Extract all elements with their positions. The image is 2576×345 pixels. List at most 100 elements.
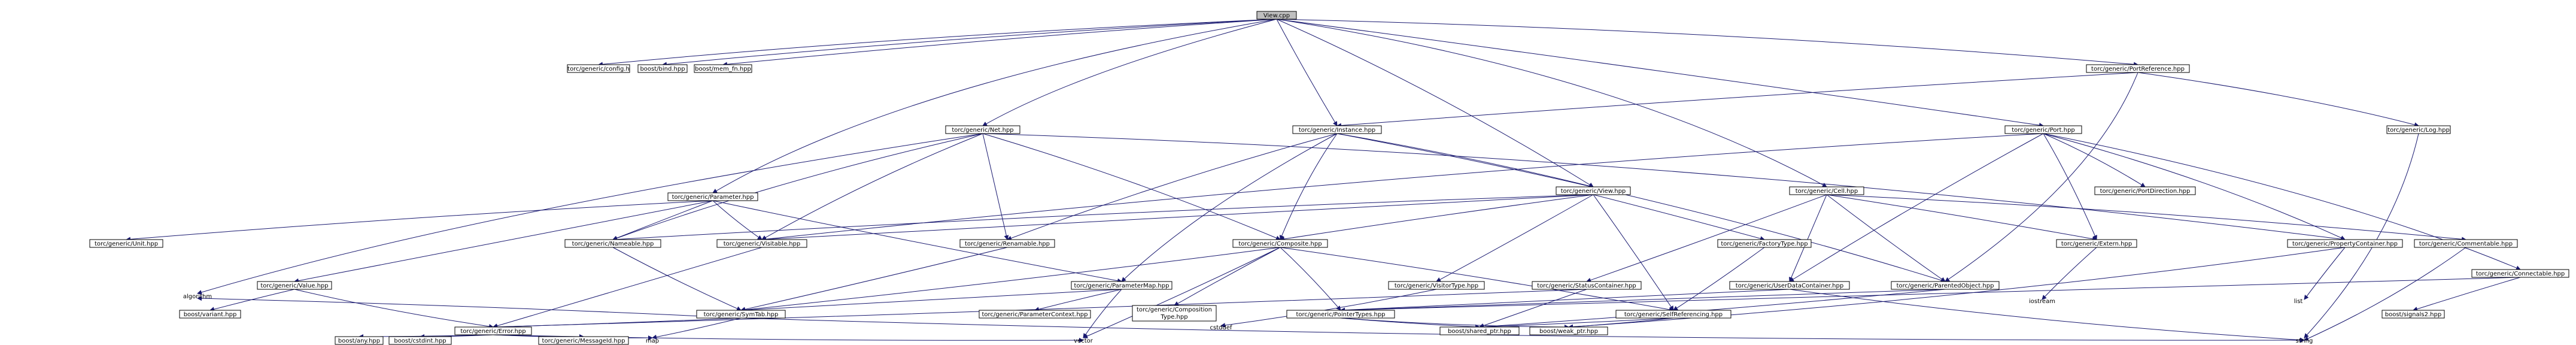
graph-edge — [1586, 194, 1827, 283]
graph-edge — [1436, 194, 1594, 282]
node-symtab[interactable]: torc/generic/SymTab.hpp — [696, 310, 786, 319]
node-parameter-map[interactable]: torc/generic/ParameterMap.hpp — [1071, 281, 1172, 290]
node-status-container[interactable]: torc/generic/StatusContainer.hpp — [1532, 281, 1642, 290]
graph-edge — [1276, 19, 1827, 187]
graph-edge — [652, 317, 742, 340]
node-parameter-map-label: torc/generic/ParameterMap.hpp — [1074, 283, 1169, 289]
node-config-h[interactable]: torc/generic/config.h — [567, 64, 630, 73]
graph-edge — [1083, 289, 1122, 338]
graph-edge — [982, 133, 2346, 242]
node-parented-object[interactable]: torc/generic/ParentedObject.hpp — [1891, 281, 2000, 290]
graph-edge — [740, 317, 2305, 343]
node-visitor-type[interactable]: torc/generic/VisitorType.hpp — [1388, 281, 1485, 290]
node-boost-shared-ptr-label: boost/shared_ptr.hpp — [1448, 328, 1511, 335]
graph-edge — [1479, 289, 1946, 329]
graph-edge — [2137, 72, 2419, 128]
node-port-direction[interactable]: torc/generic/PortDirection.hpp — [2094, 186, 2196, 195]
node-parameter-label: torc/generic/Parameter.hpp — [672, 194, 754, 201]
graph-edge — [982, 19, 1277, 126]
node-boost-signals2[interactable]: boost/signals2.hpp — [2381, 310, 2445, 319]
node-composition-type[interactable]: torc/generic/Composition Type.hpp — [1132, 305, 1217, 322]
node-composite-label: torc/generic/Composite.hpp — [1238, 241, 1322, 247]
node-visitable-label: torc/generic/Visitable.hpp — [724, 241, 800, 247]
graph-edge — [1121, 133, 1338, 282]
graph-edge — [761, 133, 983, 240]
node-port-reference[interactable]: torc/generic/PortReference.hpp — [2086, 64, 2190, 73]
node-composition-type-label-1: torc/generic/Composition — [1137, 307, 1212, 313]
node-port[interactable]: torc/generic/Port.hpp — [2004, 125, 2082, 134]
node-log[interactable]: torc/generic/Log.hpp — [2386, 125, 2451, 134]
plain-cstddef[interactable]: cstddef — [1210, 325, 1232, 331]
node-extern[interactable]: torc/generic/Extern.hpp — [2056, 239, 2137, 248]
node-renamable[interactable]: torc/generic/Renamable.hpp — [959, 239, 1055, 248]
node-error[interactable]: torc/generic/Error.hpp — [454, 326, 532, 335]
plain-iostream[interactable]: iostream — [2029, 298, 2055, 305]
graph-edge — [722, 19, 1277, 67]
graph-edge — [1789, 194, 1827, 282]
node-view-cpp[interactable]: View.cpp — [1256, 11, 1297, 20]
graph-nodes: View.cpp torc/generic/config.h boost/bin… — [89, 11, 2569, 345]
node-commentable[interactable]: torc/generic/Commentable.hpp — [2414, 239, 2518, 248]
node-composite[interactable]: torc/generic/Composite.hpp — [1232, 239, 1328, 248]
node-instance[interactable]: torc/generic/Instance.hpp — [1292, 125, 1382, 134]
node-boost-mem-fn[interactable]: boost/mem_fn.hpp — [694, 64, 752, 73]
node-boost-bind[interactable]: boost/bind.hpp — [637, 64, 688, 73]
node-value[interactable]: torc/generic/Value.hpp — [257, 281, 332, 290]
graph-edge — [1220, 289, 1437, 328]
node-factory-type-label: torc/generic/FactoryType.hpp — [1721, 241, 1808, 247]
node-boost-variant[interactable]: boost/variant.hpp — [179, 310, 241, 319]
graph-edge — [1083, 247, 1281, 338]
node-nameable[interactable]: torc/generic/Nameable.hpp — [564, 239, 661, 248]
node-connectable[interactable]: torc/generic/Connectable.hpp — [2471, 269, 2569, 278]
node-net-label: torc/generic/Net.hpp — [952, 127, 1013, 134]
node-boost-shared-ptr[interactable]: boost/shared_ptr.hpp — [1439, 326, 1520, 335]
node-factory-type[interactable]: torc/generic/FactoryType.hpp — [1717, 239, 1812, 248]
node-log-label: torc/generic/Log.hpp — [2387, 127, 2450, 134]
graph-edge — [126, 200, 713, 242]
node-extern-label: torc/generic/Extern.hpp — [2061, 241, 2132, 247]
plain-algorithm[interactable]: algorithm — [183, 293, 212, 300]
node-net[interactable]: torc/generic/Net.hpp — [945, 125, 1020, 134]
node-self-referencing[interactable]: torc/generic/SelfReferencing.hpp — [1615, 310, 1731, 319]
node-visitor-type-label: torc/generic/VisitorType.hpp — [1395, 283, 1478, 289]
graph-edge — [1826, 194, 2097, 241]
graph-edge — [197, 133, 983, 295]
graph-edge — [761, 133, 2044, 242]
graph-edge — [1279, 133, 1338, 240]
node-boost-variant-label: boost/variant.hpp — [184, 311, 237, 318]
graph-edge — [2304, 247, 2346, 300]
graph-edge — [2043, 133, 2346, 240]
graph-edge — [1945, 72, 2138, 282]
node-parameter-context-label: torc/generic/ParameterContext.hpp — [982, 311, 1088, 318]
node-view-hpp[interactable]: torc/generic/View.hpp — [1556, 186, 1631, 195]
graph-edge — [612, 247, 742, 311]
node-boost-weak-ptr[interactable]: boost/weak_ptr.hpp — [1529, 326, 1608, 335]
node-messageid[interactable]: torc/generic/MessageId.hpp — [538, 336, 629, 345]
graph-edge — [1276, 19, 1594, 187]
graph-edge — [982, 133, 1009, 240]
node-value-label: torc/generic/Value.hpp — [260, 283, 328, 289]
plain-map[interactable]: map — [646, 338, 659, 344]
graph-edge — [740, 247, 1281, 313]
node-user-data-container[interactable]: torc/generic/UserDataContainer.hpp — [1729, 281, 1850, 290]
graph-edge — [1280, 194, 1594, 241]
node-cell[interactable]: torc/generic/Cell.hpp — [1789, 186, 1864, 195]
node-property-container[interactable]: torc/generic/PropertyContainer.hpp — [2287, 239, 2403, 248]
node-instance-label: torc/generic/Instance.hpp — [1299, 127, 1375, 134]
node-boost-cstdint[interactable]: boost/cstdint.hpp — [388, 336, 452, 345]
node-parameter-context[interactable]: torc/generic/ParameterContext.hpp — [979, 310, 1091, 319]
graph-edge — [493, 289, 1587, 329]
graph-edge — [1340, 317, 1569, 329]
node-boost-any[interactable]: boost/any.hpp — [335, 336, 384, 345]
graph-edge — [1280, 247, 1341, 311]
node-parameter[interactable]: torc/generic/Parameter.hpp — [667, 192, 758, 201]
node-unit[interactable]: torc/generic/Unit.hpp — [89, 239, 163, 248]
graph-edge — [1789, 133, 2044, 282]
node-pointer-types[interactable]: torc/generic/PointerTypes.hpp — [1286, 310, 1395, 319]
node-visitable[interactable]: torc/generic/Visitable.hpp — [716, 239, 807, 248]
plain-string[interactable]: string — [2296, 338, 2313, 344]
node-boost-signals2-label: boost/signals2.hpp — [2385, 311, 2441, 318]
plain-vector[interactable]: vector — [1074, 338, 1093, 344]
plain-list[interactable]: list — [2294, 298, 2303, 305]
